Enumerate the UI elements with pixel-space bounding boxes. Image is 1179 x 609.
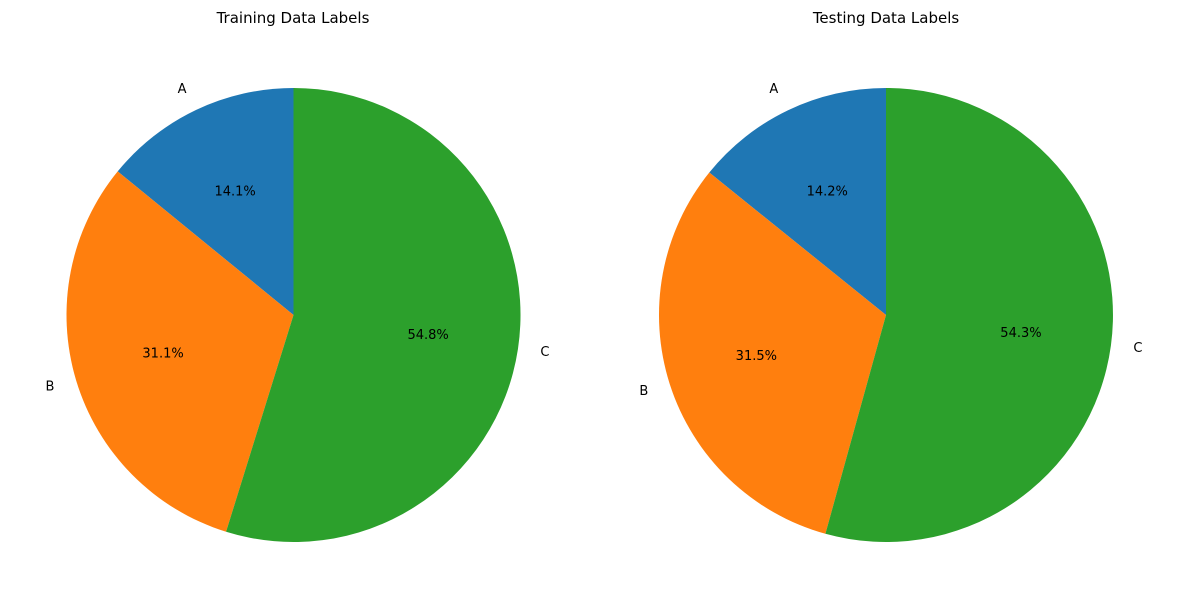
training-category-label-b: B (45, 379, 54, 394)
training-percent-label-c: 54.8% (407, 328, 448, 343)
training-pie-chart: Training Data Labels A 14.1% B 31.1% C 54.8% (45, 9, 549, 542)
testing-category-label-a: A (769, 82, 778, 97)
testing-percent-label-a: 14.2% (807, 185, 848, 200)
testing-category-label-b: B (639, 384, 648, 399)
testing-percent-label-c: 54.3% (1000, 326, 1041, 341)
training-slice-b (66, 171, 294, 532)
testing-slice-c (825, 88, 1113, 543)
training-category-label-a: A (178, 82, 187, 97)
training-slice-c (226, 87, 521, 542)
testing-slice-a (709, 88, 886, 315)
chart-title-testing: Testing Data Labels (812, 9, 960, 27)
training-slice-a (117, 88, 294, 315)
testing-category-label-c: C (1133, 341, 1142, 356)
training-percent-label-a: 14.1% (214, 184, 255, 199)
training-category-label-c: C (540, 345, 549, 360)
testing-pie-chart: Testing Data Labels A 14.2% B 31.5% C 54.3% (639, 9, 1143, 543)
testing-slice-b (658, 172, 886, 534)
training-percent-label-b: 31.1% (142, 347, 183, 362)
chart-title-training: Training Data Labels (216, 9, 370, 27)
testing-percent-label-b: 31.5% (736, 349, 777, 364)
